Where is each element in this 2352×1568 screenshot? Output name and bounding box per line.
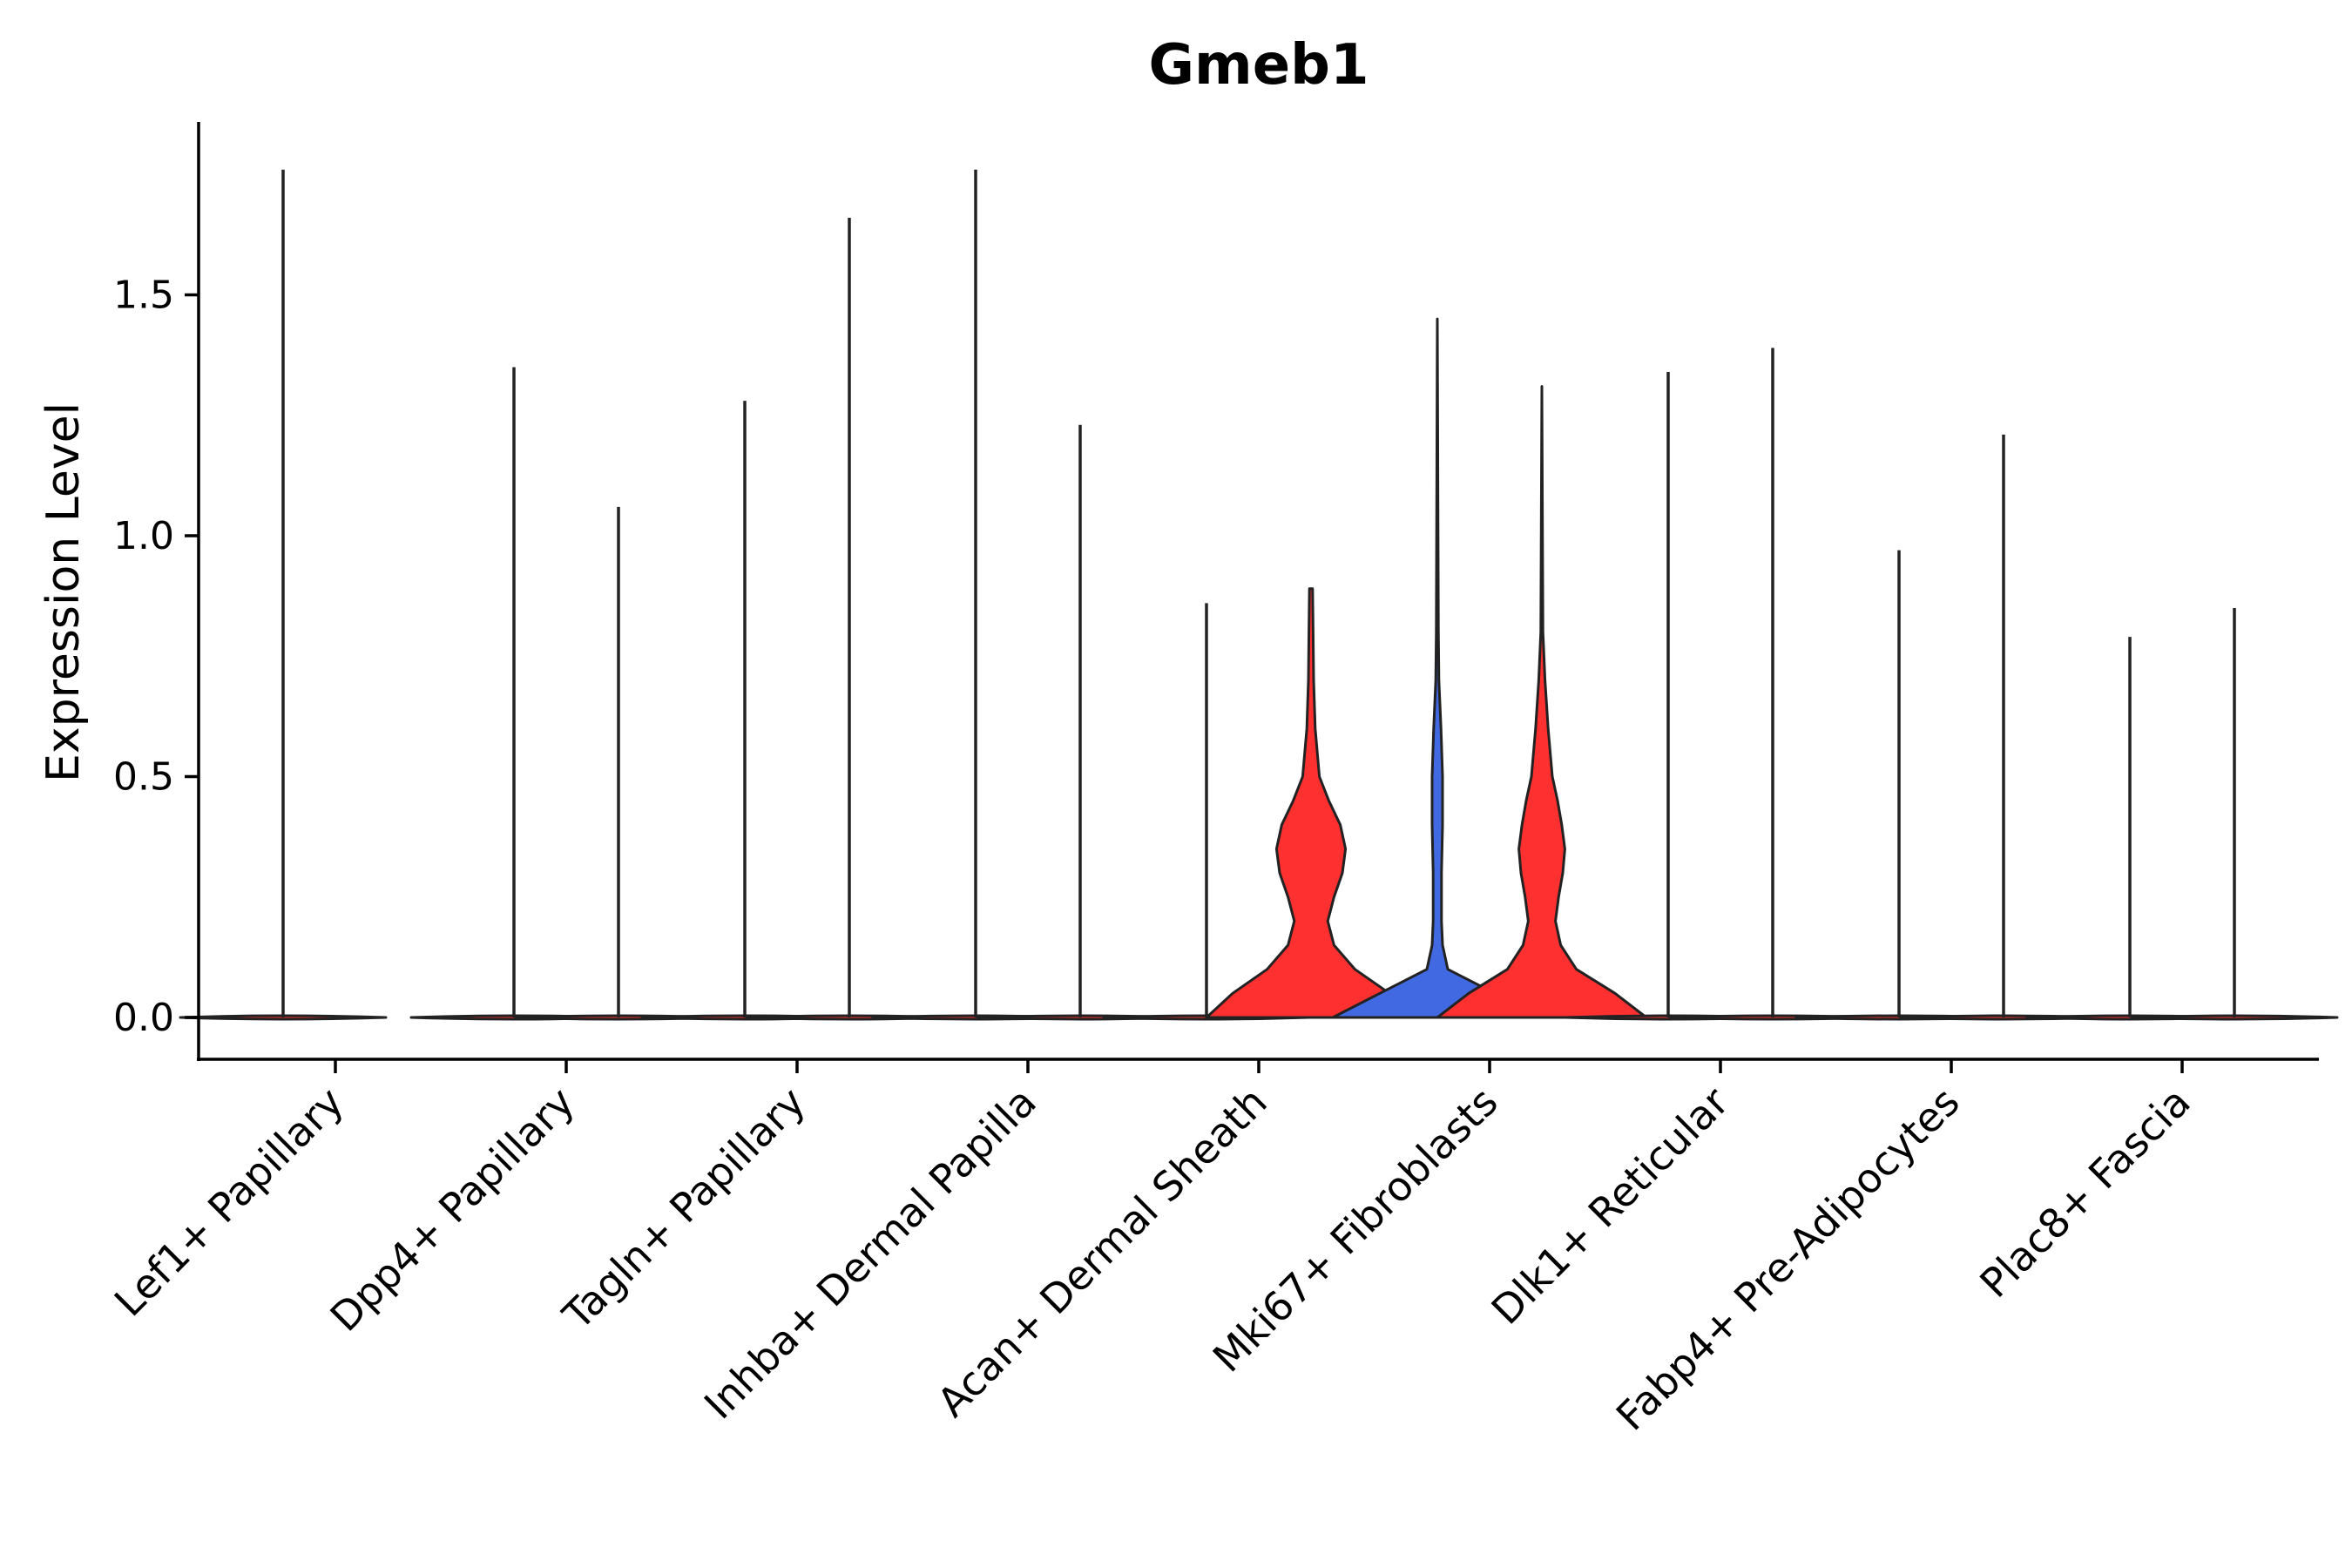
x-tick-label: Dlk1+ Reticular (1483, 1078, 1738, 1334)
x-tick-label: Tagln+ Papillary (553, 1078, 814, 1340)
plot-area (179, 169, 2339, 1021)
y-tick-label: 0.5 (113, 755, 174, 800)
violin-body (1436, 385, 1648, 1019)
x-tick-label: Dpp4+ Papillary (321, 1078, 584, 1341)
chart-title: Gmeb1 (1149, 33, 1369, 98)
y-tick-label: 1.5 (113, 274, 174, 318)
y-tick-label: 0.0 (113, 996, 174, 1040)
y-axis-label: Expression Level (37, 402, 90, 782)
x-tick-label: Lef1+ Papillary (105, 1078, 353, 1326)
violin-body (1331, 317, 1544, 1019)
x-tick-label: Plac8+ Fascia (1970, 1078, 2199, 1307)
y-tick-label: 1.0 (113, 514, 174, 558)
violin-body (1205, 587, 1417, 1019)
